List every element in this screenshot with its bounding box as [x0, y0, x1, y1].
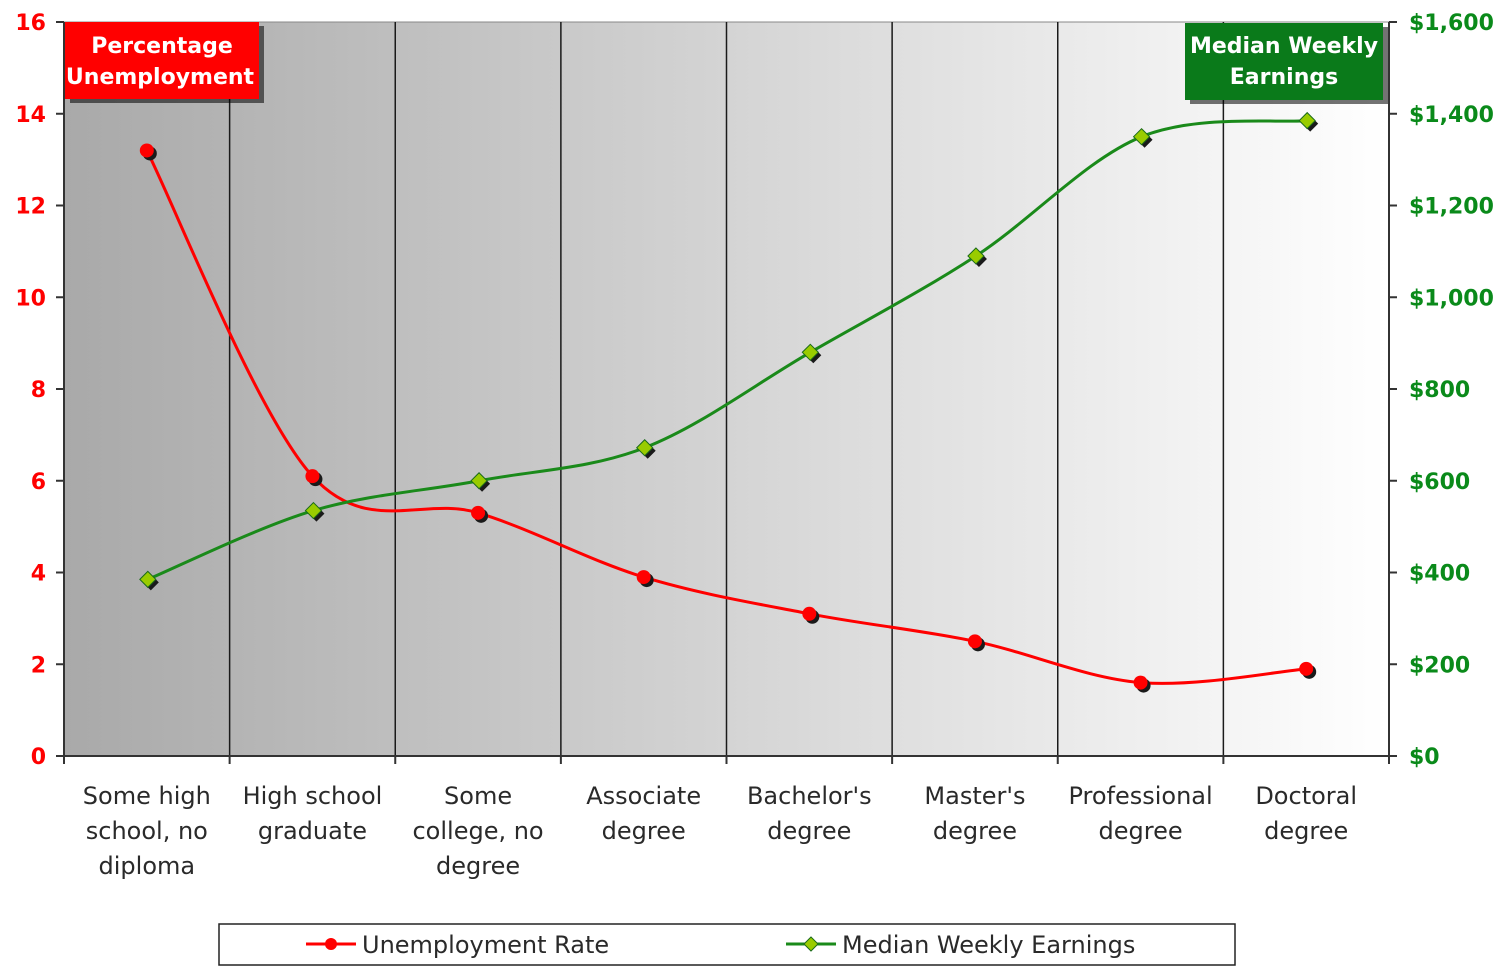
left-axis-tick-label: 2 [31, 653, 46, 678]
series-line-earnings [147, 119, 1308, 581]
right-axis: $0 $200 $400 $600 $800 $1,000 $1,200 $1,400 $1,6… [1388, 11, 1494, 770]
left-axis-tick-label: 4 [31, 562, 46, 587]
series-layer [139, 111, 1319, 693]
x-axis: Some high school, no diploma High school gra… [63, 755, 1390, 880]
unemployment-point [305, 469, 320, 484]
earnings-point [801, 343, 820, 362]
x-axis-category-label: Associate degree [586, 782, 701, 845]
earnings-point [304, 501, 323, 520]
unemployment-point [471, 505, 486, 520]
left-axis-title-line-2: Unemployment [66, 65, 255, 90]
right-axis-tick-label: $400 [1409, 562, 1470, 587]
left-axis: 0 2 4 6 8 10 12 14 16 [15, 11, 65, 770]
right-axis-tick-label: $1,600 [1409, 11, 1494, 36]
earnings-point [635, 439, 654, 457]
legend-item-unemployment: Unemployment Rate [306, 931, 609, 959]
left-axis-tick-label: 16 [15, 11, 46, 36]
left-axis-tick-label: 10 [15, 286, 46, 311]
unemployment-point [802, 606, 817, 621]
unemployment-point [1133, 675, 1148, 690]
x-axis-category-label: Bachelor's degree [747, 782, 872, 845]
vertical-gridlines [228, 22, 1225, 756]
legend-item-earnings: Median Weekly Earnings [786, 931, 1135, 959]
left-axis-tick-label: 0 [31, 745, 46, 770]
x-axis-category-label: Professional degree [1068, 782, 1212, 845]
left-axis-title-box: Percentage Unemployment [65, 22, 264, 103]
left-axis-tick-label: 14 [15, 103, 46, 128]
legend-label-earnings: Median Weekly Earnings [842, 931, 1135, 959]
x-axis-category-label: Master's degree [924, 782, 1025, 845]
x-axis-category-label: High school graduate [243, 782, 383, 845]
x-axis-category-label: Doctoral degree [1255, 782, 1357, 845]
right-axis-tick-label: $600 [1409, 470, 1470, 495]
earnings-point [470, 472, 488, 490]
right-axis-tick-label: $0 [1409, 745, 1440, 770]
right-axis-tick-label: $200 [1409, 653, 1470, 678]
series-line-unemployment [145, 149, 1307, 685]
legend: Unemployment Rate Median Weekly Earnings [218, 923, 1236, 966]
earnings-point [139, 570, 157, 589]
right-axis-tick-label: $800 [1409, 378, 1470, 403]
right-axis-title-line-2: Earnings [1230, 65, 1338, 90]
unemployment-point [967, 634, 982, 649]
right-axis-tick-label: $1,200 [1409, 195, 1494, 220]
left-axis-tick-label: 6 [31, 470, 46, 495]
left-axis-title-line-1: Percentage [91, 34, 233, 59]
earnings-point [1132, 127, 1151, 146]
left-axis-tick-label: 12 [15, 195, 46, 220]
right-axis-tick-label: $1,400 [1409, 103, 1494, 128]
earnings-point [967, 247, 985, 265]
x-axis-category-label: Some college, no degree [412, 782, 543, 880]
left-axis-tick-label: 8 [31, 378, 46, 403]
earnings-point [1298, 111, 1316, 130]
unemployment-point [636, 570, 651, 585]
right-axis-title-box: Median Weekly Earnings [1185, 23, 1388, 104]
unemployment-point [139, 143, 154, 158]
legend-label-unemployment: Unemployment Rate [362, 931, 609, 959]
right-axis-tick-label: $1,000 [1409, 286, 1494, 311]
unemployment-point [1299, 661, 1314, 676]
right-axis-title-line-1: Median Weekly [1190, 34, 1378, 59]
x-axis-category-label: Some high school, no diploma [83, 782, 211, 880]
